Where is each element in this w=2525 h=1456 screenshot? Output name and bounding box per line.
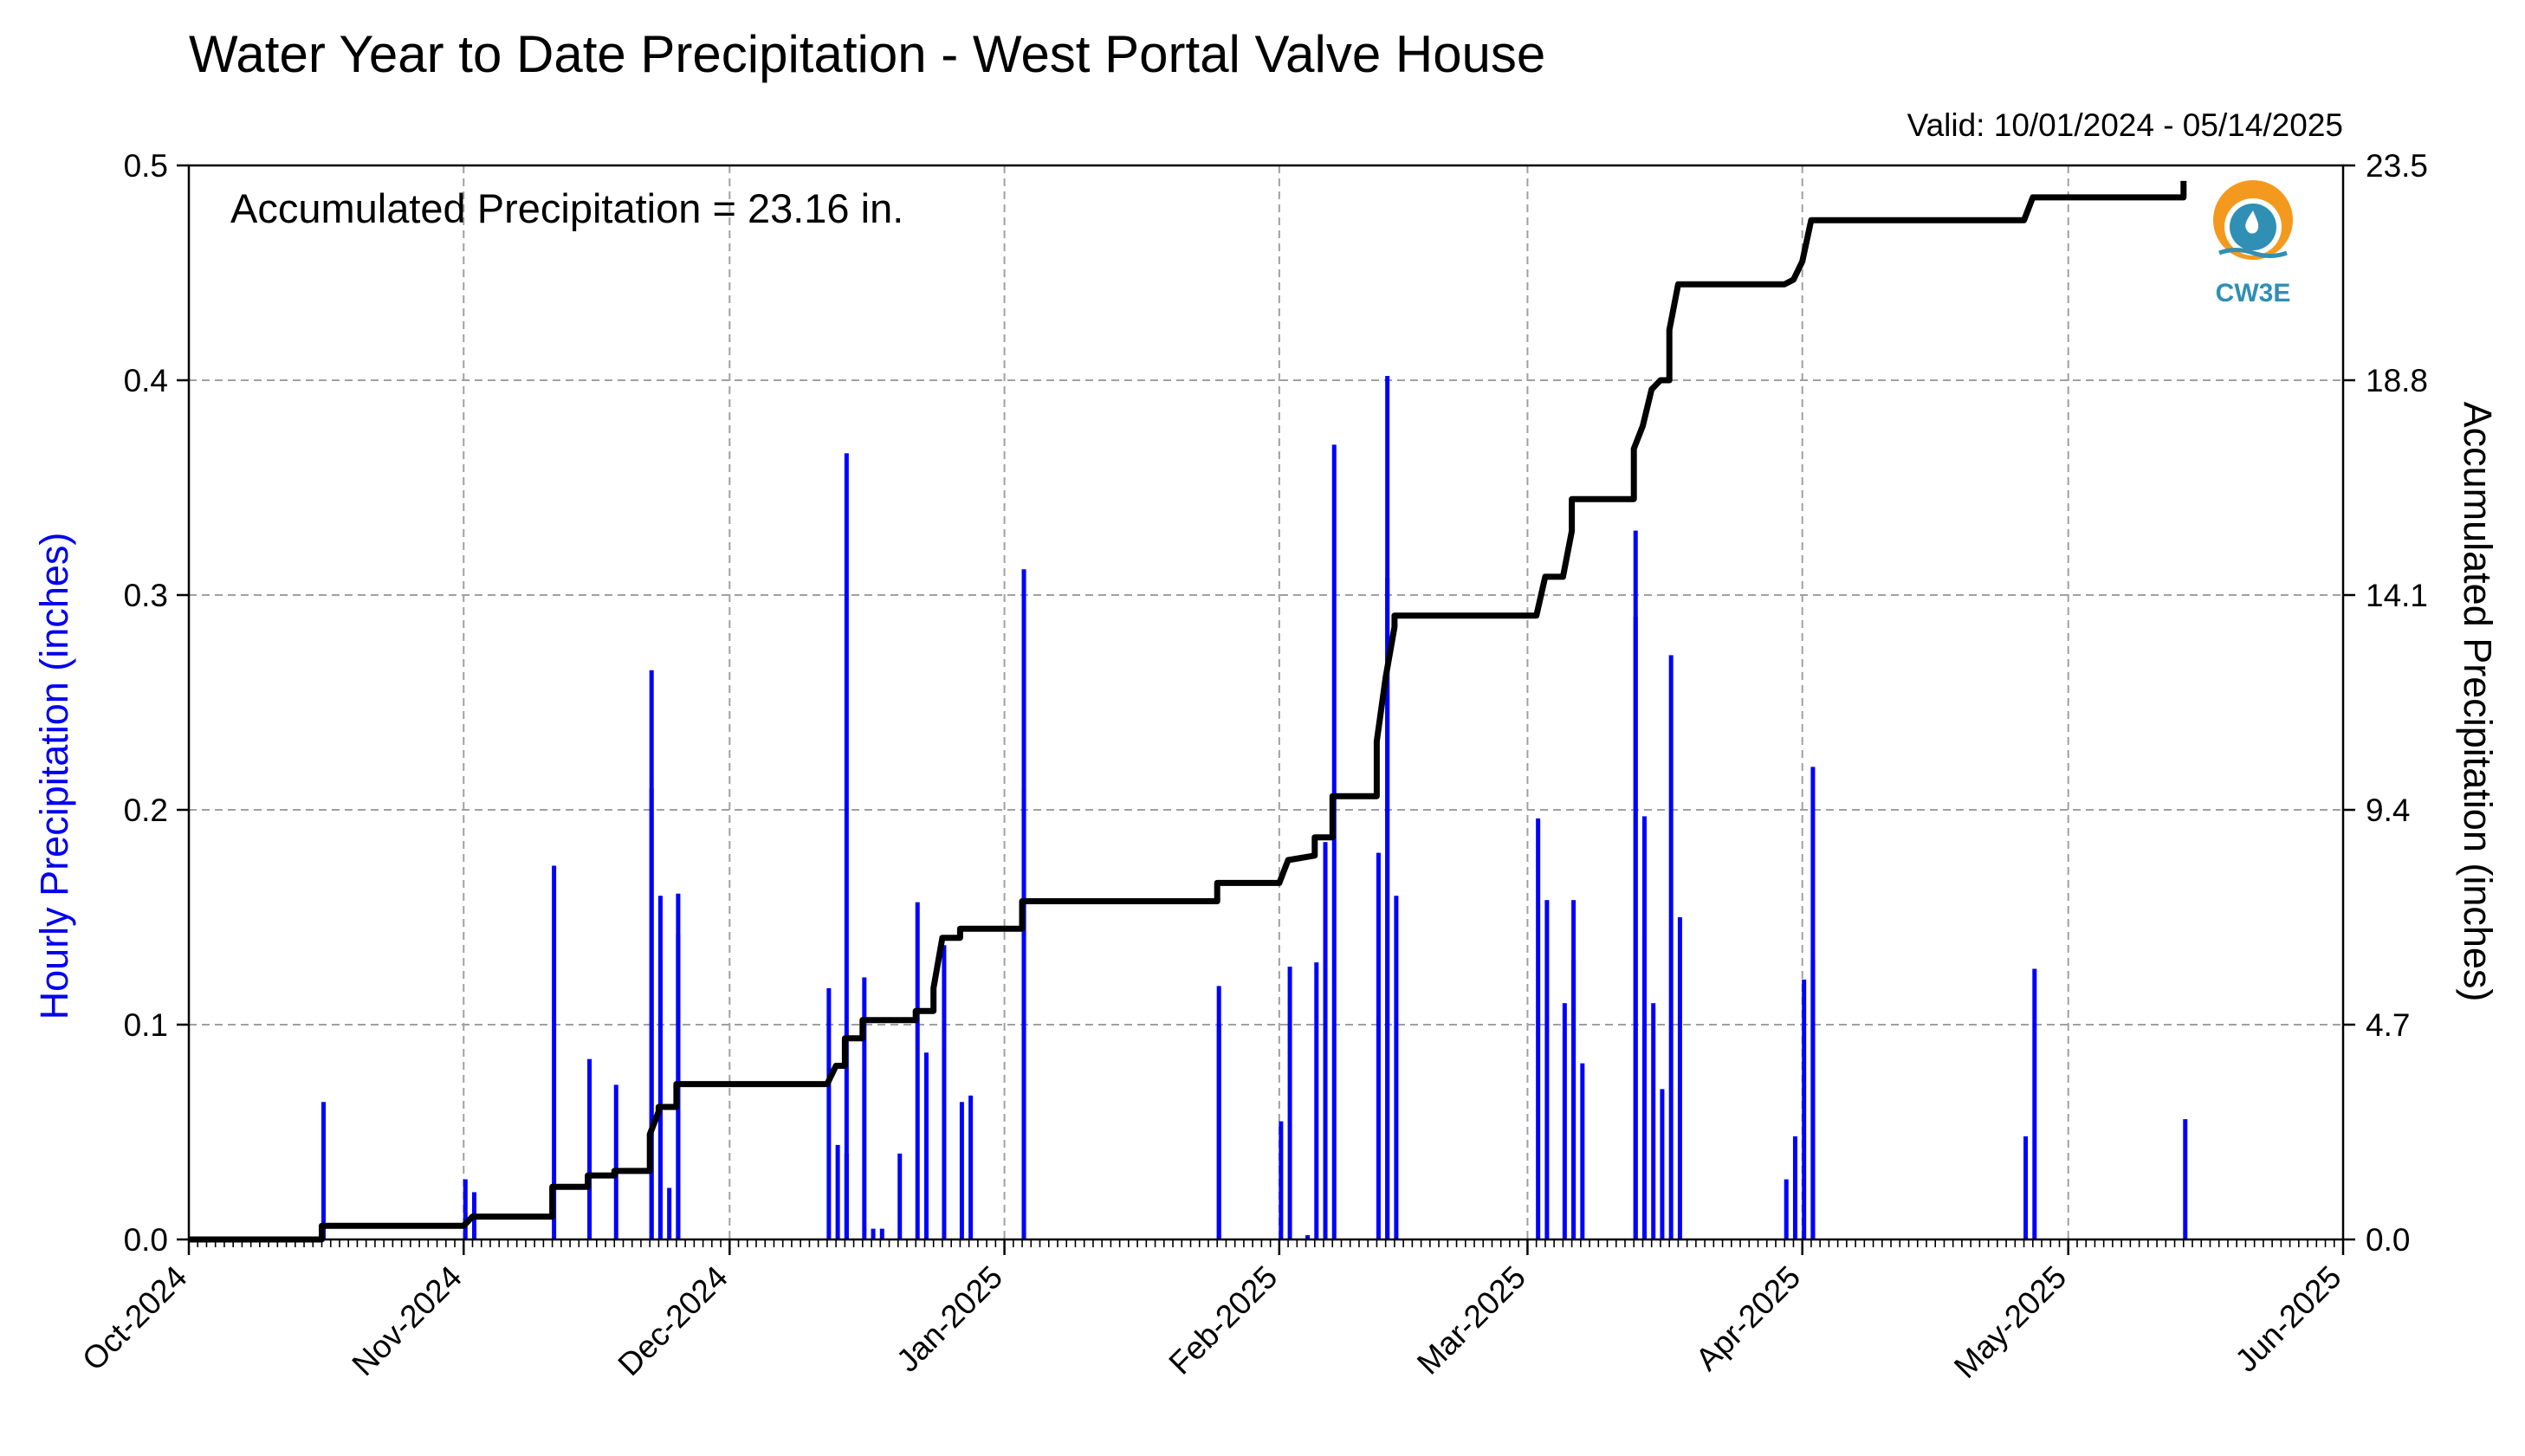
precip-bar <box>835 1144 840 1239</box>
precip-bar <box>1287 967 1292 1239</box>
precip-bar <box>552 865 557 1239</box>
precip-bar <box>2183 1119 2188 1239</box>
y-tick-label-right: 9.4 <box>2366 793 2410 828</box>
precip-bar <box>1323 842 1328 1239</box>
precip-bar <box>1385 578 1390 1239</box>
precip-bar <box>871 1228 876 1239</box>
logo-droplet-icon <box>2245 210 2259 234</box>
precip-bar <box>959 1102 964 1239</box>
precip-bar <box>1802 979 1807 1239</box>
accumulated-total-annotation: Accumulated Precipitation = 23.16 in. <box>230 185 903 231</box>
x-tick-label: May-2025 <box>1947 1259 2073 1385</box>
y-tick-label-right: 0.0 <box>2366 1222 2410 1258</box>
precip-bar <box>1660 1089 1665 1239</box>
x-tick-label: Feb-2025 <box>1162 1259 1285 1382</box>
precip-bar <box>321 1102 327 1239</box>
precip-bar <box>1394 896 1399 1239</box>
precip-bar <box>1810 960 1816 1239</box>
precip-bar <box>923 1052 929 1239</box>
y-axis-label-right: Accumulated Precipitation (inches) <box>2456 402 2500 1002</box>
precip-bar <box>1641 938 1647 1239</box>
precip-bar <box>1536 818 1541 1239</box>
x-tick-label: Jan-2025 <box>890 1259 1009 1379</box>
precip-bar <box>657 960 663 1239</box>
y-tick-label-left: 0.4 <box>124 363 168 398</box>
precip-bar <box>667 1187 672 1239</box>
axes: 0.0 0.0 0.1 4.7 0.2 9.4 0.3 14.1 0.4 18.8 0.5 23.5 O… <box>75 148 2428 1385</box>
plot-frame <box>187 164 2345 1241</box>
precip-bar <box>1021 788 1026 1239</box>
valid-range-label: Valid: 10/01/2024 - 05/14/2025 <box>1907 107 2343 143</box>
hourly-precip-bars <box>321 376 2188 1239</box>
precip-bar <box>587 1058 592 1239</box>
x-tick-label: Dec-2024 <box>612 1259 735 1382</box>
y-tick-label-left: 0.3 <box>124 578 168 613</box>
precip-bar <box>1544 900 1550 1239</box>
precip-bar <box>1633 616 1638 1239</box>
x-tick-label: Nov-2024 <box>345 1259 468 1382</box>
precip-bar <box>879 1228 884 1239</box>
precip-bar <box>1571 900 1577 1239</box>
x-tick-label: Oct-2024 <box>75 1259 194 1378</box>
logo-text: CW3E <box>2216 279 2291 307</box>
precip-bar <box>1376 852 1381 1239</box>
precip-bar <box>1792 1136 1797 1239</box>
precip-bar <box>463 1179 468 1239</box>
precip-bar <box>826 987 832 1239</box>
chart-title: Water Year to Date Precipitation - West … <box>189 25 1545 83</box>
precip-bar <box>915 902 920 1239</box>
y-tick-label-left: 0.2 <box>124 793 168 828</box>
y-tick-label-left: 0.1 <box>124 1007 168 1043</box>
precip-bar <box>1668 655 1674 1239</box>
precip-bar <box>844 453 849 1239</box>
logo-wave-icon <box>2218 248 2288 258</box>
precip-bar <box>2023 1136 2029 1239</box>
precip-bar <box>968 1095 974 1239</box>
cw3e-logo: CW3E <box>2213 180 2293 307</box>
precip-bar <box>2032 968 2037 1239</box>
grid-lines <box>189 165 2343 1239</box>
precip-bar <box>649 788 654 1239</box>
precip-bar <box>942 945 947 1239</box>
y-tick-label-right: 18.8 <box>2366 363 2428 398</box>
precip-bar <box>613 1084 618 1239</box>
y-tick-label-right: 23.5 <box>2366 148 2428 184</box>
x-tick-label: Apr-2025 <box>1689 1259 1808 1378</box>
precip-bar <box>844 1153 849 1239</box>
precip-bar <box>1562 1003 1567 1239</box>
y-tick-label-left: 0.0 <box>124 1222 168 1258</box>
x-tick-label: Mar-2025 <box>1410 1259 1532 1382</box>
y-tick-label-right: 4.7 <box>2366 1007 2410 1043</box>
precip-bar <box>1216 1025 1221 1239</box>
precip-bar <box>1331 444 1337 1239</box>
y-tick-label-left: 0.5 <box>124 148 168 184</box>
y-axis-label-left: Hourly Precipitation (inches) <box>32 533 76 1020</box>
x-tick-label: Jun-2025 <box>2229 1259 2348 1379</box>
precip-bar <box>1305 1235 1311 1239</box>
precip-bar <box>897 1153 903 1239</box>
precip-bar <box>1651 1003 1656 1239</box>
precip-bar <box>862 977 867 1239</box>
accumulated-precip-line <box>189 180 2187 1243</box>
precip-bar <box>1279 1121 1284 1239</box>
precip-bar <box>1784 1179 1789 1239</box>
y-tick-label-right: 14.1 <box>2366 578 2428 613</box>
precip-bar <box>1580 1063 1585 1239</box>
precip-bar <box>1314 962 1319 1239</box>
precip-bar <box>1677 917 1682 1239</box>
